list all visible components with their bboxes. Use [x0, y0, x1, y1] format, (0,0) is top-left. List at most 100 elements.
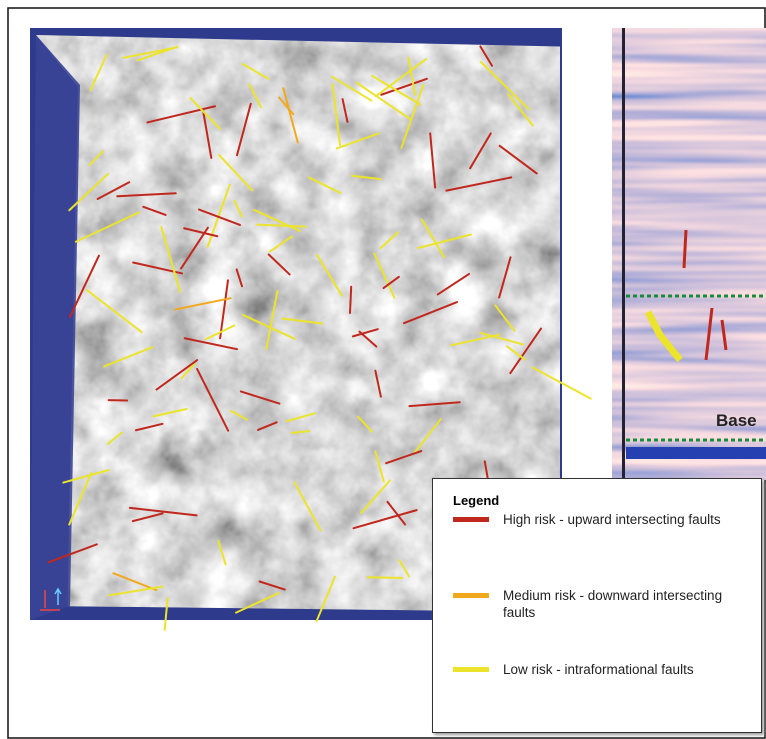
fault-trace [239, 390, 281, 405]
fault-trace [398, 559, 411, 578]
fault-trace [106, 431, 123, 445]
fault-trace [142, 205, 167, 216]
fault-trace [217, 153, 254, 192]
fault-trace [358, 330, 378, 348]
fault-trace [180, 363, 196, 380]
fault-trace [335, 132, 380, 150]
fault-trace [196, 367, 230, 432]
fault-trace [241, 313, 296, 340]
legend-swatch [453, 593, 489, 598]
fault-trace [350, 174, 382, 181]
fault-trace [341, 98, 349, 123]
fault-trace [531, 366, 592, 400]
fault-trace [429, 132, 437, 189]
fault-trace [374, 369, 382, 398]
fault-trace [180, 226, 209, 270]
fault-trace [479, 61, 530, 111]
fault-trace [256, 223, 307, 228]
legend-title: Legend [453, 493, 500, 508]
fault-trace [256, 421, 278, 431]
fault-trace [315, 253, 343, 297]
fault-trace [385, 450, 423, 465]
fault-trace [233, 199, 243, 218]
fault-trace [241, 62, 270, 80]
fault-trace [269, 235, 293, 253]
fault-trace [96, 181, 131, 200]
fault-trace [236, 102, 252, 157]
axis-icon [40, 590, 60, 611]
fault-trace [206, 183, 231, 248]
fault-trace [408, 401, 461, 408]
fault-trace [380, 77, 428, 96]
fault-trace [235, 268, 244, 288]
fault-trace [152, 407, 188, 418]
fault-trace [315, 575, 337, 623]
legend-swatch [453, 517, 489, 522]
fault-trace [163, 597, 169, 631]
fault-trace [469, 132, 492, 170]
fault-trace [371, 74, 422, 106]
fault-trace [373, 252, 396, 299]
seismic-section [612, 28, 766, 480]
fault-trace [355, 81, 412, 121]
fault-trace [47, 543, 98, 564]
axis-icon [54, 587, 62, 605]
fault-trace [494, 304, 516, 332]
fault-trace [413, 418, 442, 454]
fault-trace [375, 58, 428, 98]
fault-trace [417, 233, 472, 249]
fault-trace [366, 576, 404, 579]
fault-trace [116, 192, 177, 198]
fault-trace [290, 430, 311, 434]
fault-trace [479, 331, 525, 346]
fault-trace [189, 97, 222, 130]
fault-trace [282, 87, 299, 144]
fault-trace [445, 176, 513, 192]
well [622, 28, 625, 480]
fault-trace [198, 208, 241, 226]
fault-trace [352, 509, 418, 530]
fault-trace [351, 328, 379, 338]
fault-trace [293, 481, 322, 532]
fault-trace [108, 585, 164, 597]
fault-trace [265, 290, 279, 351]
fault-trace [122, 46, 178, 59]
fault-trace [219, 279, 229, 340]
fault-trace [285, 412, 316, 423]
seismic-fault [644, 310, 683, 363]
fault-trace [436, 272, 471, 296]
fault-trace [331, 75, 373, 102]
fault-trace [379, 231, 399, 250]
fault-trace [131, 512, 164, 523]
legend-label: Low risk - intraformational faults [503, 662, 694, 677]
legend-label: Medium risk - downward intersecting faul… [503, 588, 723, 620]
fault-trace [498, 256, 512, 299]
fault-trace [331, 83, 342, 147]
fault-trace [267, 253, 291, 276]
fault-trace [308, 176, 342, 194]
fault-trace [112, 572, 158, 592]
fault-trace [258, 580, 286, 591]
fault-trace [173, 297, 232, 311]
fault-trace [128, 506, 198, 517]
fault-trace [201, 108, 213, 159]
fault-trace [229, 409, 248, 421]
fault-trace [103, 346, 154, 368]
fault-trace [235, 592, 280, 614]
fault-trace [348, 285, 353, 314]
fault-trace [183, 227, 219, 238]
legend: Legend High risk - upward intersecting f… [432, 478, 762, 733]
fault-trace [183, 337, 239, 351]
fault-trace [253, 208, 301, 232]
fault-trace [68, 254, 100, 319]
fault-trace [407, 56, 417, 96]
seismic-fault [682, 229, 728, 361]
fault-trace [146, 105, 217, 124]
fault-trace [134, 422, 164, 432]
fault-trace [85, 289, 143, 334]
fault-trace [357, 415, 373, 433]
fault-trace [420, 218, 446, 259]
fault-trace [204, 324, 236, 341]
fault-trace [360, 479, 391, 515]
